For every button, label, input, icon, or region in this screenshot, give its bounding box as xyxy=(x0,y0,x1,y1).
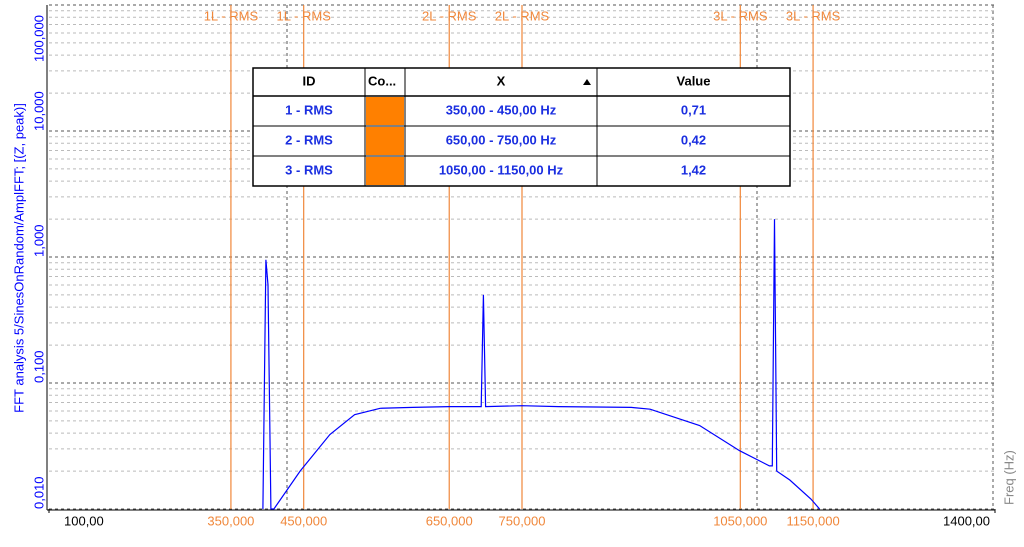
table-cell: 3 - RMS xyxy=(285,162,333,177)
table-cell: 0,42 xyxy=(681,132,706,147)
table-cell: 650,00 - 750,00 Hz xyxy=(446,132,557,147)
y-tick-label: 10,000 xyxy=(31,91,46,131)
y-axis-label: FFT analysis 5/SinesOnRandom/AmplFFT; [(… xyxy=(11,103,26,413)
x-tick-label: 1400,00 xyxy=(943,513,990,528)
band-position-label: 750,000 xyxy=(499,513,546,528)
bands: 1L - RMS 350,000 1L - RMS 450,000 2L - RMS 65… xyxy=(204,5,841,528)
band-label: 1L - RMS xyxy=(276,8,331,23)
column-header: Co... xyxy=(368,73,396,88)
x-tick-label: 100,00 xyxy=(64,513,104,528)
table-cell: 2 - RMS xyxy=(285,132,333,147)
x-axis-label: Freq (Hz) xyxy=(1001,450,1016,505)
table-frame xyxy=(252,67,791,187)
y-tick-label: 0,100 xyxy=(31,350,46,383)
band-position-label: 650,000 xyxy=(426,513,473,528)
color-swatch xyxy=(366,97,404,125)
column-header: X xyxy=(497,73,506,88)
table-cell: 1050,00 - 1150,00 Hz xyxy=(439,162,564,177)
band-position-label: 1150,000 xyxy=(786,513,839,528)
band-position-label: 350,000 xyxy=(207,513,254,528)
column-header: ID xyxy=(303,73,316,88)
plot xyxy=(262,219,821,510)
sort-icon xyxy=(583,79,591,85)
band-label: 3L - RMS xyxy=(786,8,841,23)
table: ID Co... X Value 1 - RMS 350,00 - 450,00 Hz 0,… xyxy=(252,67,791,187)
band-label: 3L - RMS xyxy=(713,8,768,23)
grid xyxy=(49,4,995,510)
color-swatch xyxy=(366,127,404,155)
table-cell: 1,42 xyxy=(681,162,706,177)
band-label: 2L - RMS xyxy=(422,8,477,23)
color-swatch xyxy=(366,157,404,185)
band-position-label: 450,000 xyxy=(280,513,327,528)
band-label: 2L - RMS xyxy=(495,8,550,23)
spectrum-line xyxy=(262,219,821,510)
table-cell: 1 - RMS xyxy=(285,102,333,117)
band-label: 1L - RMS xyxy=(204,8,259,23)
y-tick-label: 100,000 xyxy=(31,15,46,62)
y-tick-label: 1,000 xyxy=(31,224,46,257)
table-cell: 350,00 - 450,00 Hz xyxy=(446,102,557,117)
column-header: Value xyxy=(677,73,711,88)
y-tick-label: 0,010 xyxy=(31,476,46,509)
table-cell: 0,71 xyxy=(681,102,706,117)
band-position-label: 1050,000 xyxy=(713,513,767,528)
